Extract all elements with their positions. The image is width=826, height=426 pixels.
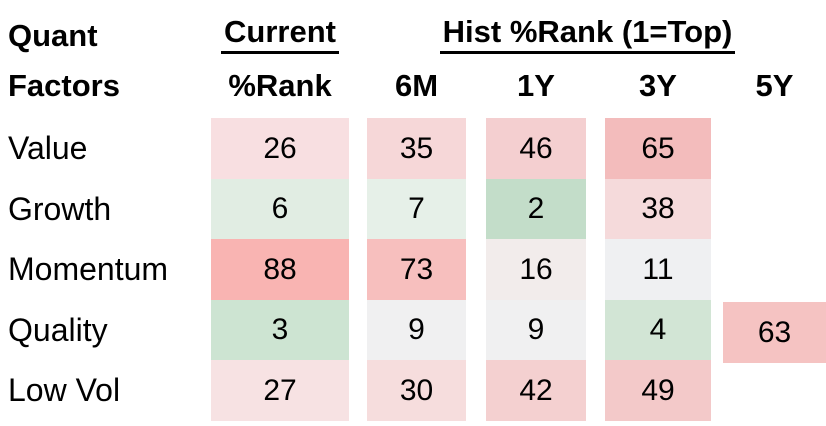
cell-quality-5y: 63 (723, 302, 826, 363)
cell-value-current: 26 (211, 118, 349, 179)
cell-lowvol-3y: 49 (605, 360, 711, 421)
cell-momentum-1y: 16 (486, 239, 586, 300)
cell-growth-3y: 38 (605, 179, 711, 239)
cell-value-1y: 46 (486, 118, 586, 179)
row-label-growth: Growth (8, 190, 112, 227)
col-header-5y: 5Y (755, 68, 794, 103)
cell-value-3y: 65 (605, 118, 711, 179)
col-header-6m: 6M (394, 68, 439, 103)
group-header-hist-text: Hist %Rank (1=Top) (439, 14, 736, 54)
row-label-momentum: Momentum (8, 251, 169, 287)
cell-lowvol-6m: 30 (367, 360, 466, 421)
col-header-percent-rank: %Rank (228, 68, 332, 103)
group-header-current-text: Current (221, 14, 339, 54)
table-title-line2: Factors (8, 68, 120, 103)
cell-lowvol-current: 27 (211, 360, 349, 421)
cell-quality-current: 3 (211, 300, 349, 360)
row-label-lowvol: Low Vol (8, 372, 121, 408)
group-header-current: Current (211, 12, 349, 56)
cell-momentum-current: 88 (211, 239, 349, 300)
row-label-quality: Quality (8, 311, 108, 348)
col-header-1y: 1Y (517, 68, 555, 103)
cell-momentum-3y: 11 (605, 239, 711, 300)
group-header-hist: Hist %Rank (1=Top) (352, 12, 823, 56)
cell-quality-3y: 4 (605, 300, 711, 360)
table-title-line1: Quant (8, 18, 98, 53)
cell-growth-6m: 7 (367, 179, 466, 239)
cell-lowvol-1y: 42 (486, 360, 586, 421)
cell-momentum-6m: 73 (367, 239, 466, 300)
cell-growth-current: 6 (211, 179, 349, 239)
cell-growth-1y: 2 (486, 179, 586, 239)
cell-value-6m: 35 (367, 118, 466, 179)
col-header-3y: 3Y (639, 68, 677, 103)
cell-quality-6m: 9 (367, 300, 466, 360)
cell-quality-1y: 9 (486, 300, 586, 360)
row-label-value: Value (8, 130, 88, 166)
